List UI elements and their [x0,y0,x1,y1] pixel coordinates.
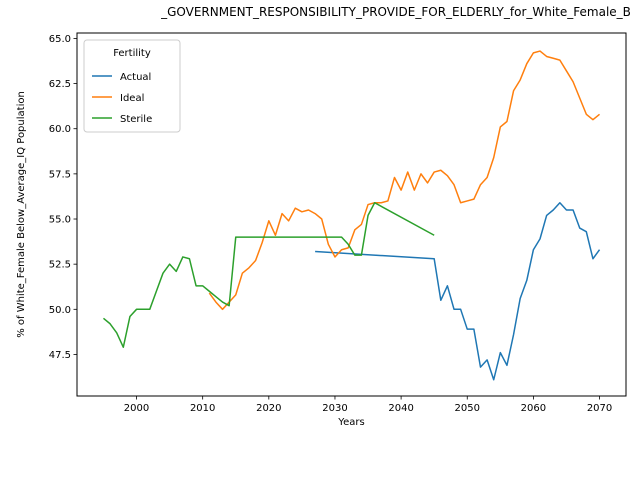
chart-title: _GOVERNMENT_RESPONSIBILITY_PROVIDE_FOR_E… [160,5,631,19]
y-axis-label: % of White_Female Below_Average_IQ Popul… [16,91,27,338]
y-tick-label: 60.0 [49,124,71,135]
series-line-sterile [102,202,435,348]
legend-box [83,39,181,133]
x-tick-label: 2010 [190,403,215,414]
y-tick-label: 55.0 [49,215,71,226]
y-tick-label: 50.0 [49,305,71,316]
series-line-actual [315,202,601,381]
x-tick-label: 2040 [388,403,413,414]
legend-title: Fertility [113,48,151,59]
y-tick-label: 62.5 [49,79,71,90]
legend: Fertility Actual Ideal Sterile [83,39,181,133]
x-tick-label: 2070 [587,403,612,414]
x-tick-label: 2060 [521,403,546,414]
y-axis-ticks: 47.5 50.0 52.5 55.0 57.5 60.0 62.5 65.0 [49,34,77,361]
x-tick-label: 2020 [256,403,281,414]
x-axis-label: Years [337,417,364,428]
x-tick-label: 2030 [322,403,347,414]
y-tick-label: 57.5 [49,169,71,180]
series-line-ideal [208,50,601,311]
legend-label-sterile: Sterile [120,114,152,125]
x-tick-label: 2000 [124,403,149,414]
x-axis-ticks: 2000 2010 2020 2030 2040 2050 2060 2070 [124,396,612,414]
legend-label-actual: Actual [120,72,151,83]
legend-label-ideal: Ideal [120,93,144,104]
y-tick-label: 65.0 [49,34,71,45]
y-tick-label: 47.5 [49,350,71,361]
x-tick-label: 2050 [455,403,480,414]
y-tick-label: 52.5 [49,260,71,271]
plot-frame [76,32,627,397]
plot-series [102,50,601,381]
